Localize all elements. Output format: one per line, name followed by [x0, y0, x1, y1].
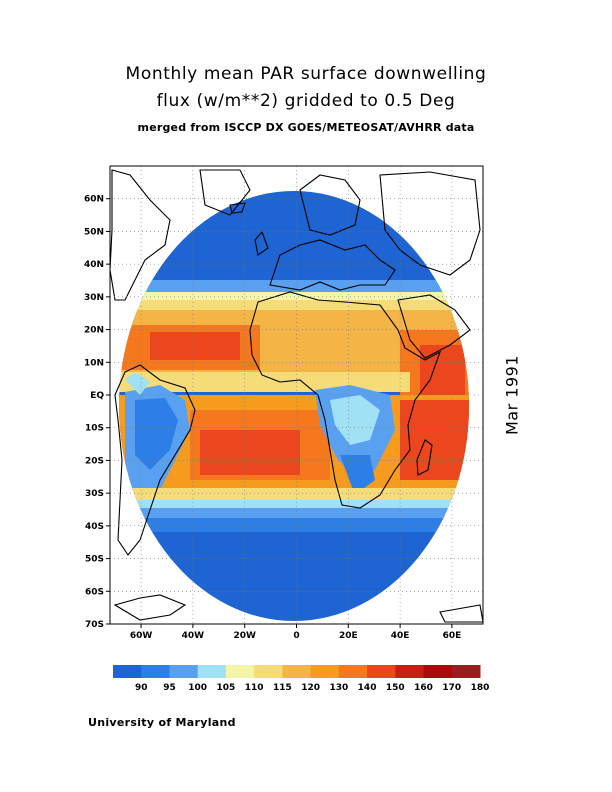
colorbar-label: 150 — [386, 683, 405, 693]
lat-tick-label: 10S — [85, 424, 104, 434]
par-flux-field — [119, 191, 469, 621]
lat-tick-label: 30S — [85, 489, 104, 499]
lat-tick-label: 20S — [85, 456, 104, 466]
lon-tick-label: 60W — [130, 631, 153, 641]
colorbar-label: 160 — [414, 683, 433, 693]
colorbar-swatch — [395, 665, 425, 678]
lat-tick-label: 40N — [84, 260, 104, 270]
latitude-ticks: 60N 50N 40N 30N 20N 10N EQ 10S 20S 30S 40S 50S 60S 70… — [84, 195, 110, 630]
colorbar-swatch — [197, 665, 227, 678]
colorbar-swatch — [169, 665, 199, 678]
lon-tick-label: 60E — [443, 631, 462, 641]
lat-tick-label: 70S — [85, 620, 104, 630]
colorbar-label: 105 — [217, 683, 236, 693]
lon-tick-label: 20W — [233, 631, 256, 641]
lon-tick-label: 0 — [293, 631, 299, 641]
colorbar-label: 170 — [442, 683, 461, 693]
colorbar-label: 110 — [245, 683, 264, 693]
colorbar-label: 90 — [135, 683, 148, 693]
colorbar-swatch — [423, 665, 453, 678]
chart-title: Monthly mean PAR surface downwelling — [125, 64, 487, 84]
lon-tick-label: 40E — [391, 631, 410, 641]
colorbar-swatch — [225, 665, 255, 678]
colorbar-swatch — [310, 665, 340, 678]
colorbar-label: 140 — [358, 683, 377, 693]
colorbar-swatch — [282, 665, 312, 678]
colorbar-swatch — [113, 665, 142, 678]
map-grid — [110, 166, 483, 625]
lon-tick-label: 20E — [339, 631, 358, 641]
colorbar-label: 180 — [471, 683, 490, 693]
lat-tick-label: 30N — [84, 293, 104, 303]
colorbar-label: 115 — [273, 683, 292, 693]
lon-tick-label: 40W — [182, 631, 205, 641]
credit-label: University of Maryland — [88, 716, 236, 729]
longitude-ticks: 60W 40W 20W 0 20E 40E 60E — [130, 624, 461, 641]
lat-tick-label: 60S — [85, 587, 104, 597]
lat-tick-label: 50N — [84, 227, 104, 237]
lat-tick-label: 60N — [84, 195, 104, 205]
colorbar-swatch — [338, 665, 368, 678]
colorbar-label: 100 — [188, 683, 207, 693]
lat-tick-label: EQ — [90, 391, 104, 401]
chart-source-note: merged from ISCCP DX GOES/METEOSAT/AVHRR… — [137, 121, 475, 134]
colorbar-label: 120 — [301, 683, 320, 693]
lat-tick-label: 20N — [84, 326, 104, 336]
colorbar-swatch — [367, 665, 396, 678]
colorbar-swatch — [141, 665, 170, 678]
lat-tick-label: 40S — [85, 522, 104, 532]
lat-tick-label: 10N — [84, 358, 104, 368]
colorbar-swatch — [451, 665, 481, 678]
chart-subtitle: flux (w/m**2) gridded to 0.5 Deg — [156, 91, 456, 111]
colorbar-label: 95 — [163, 683, 176, 693]
colorbar: 90 95 100 105 110 115 120 130 140 150 160 170 180 — [113, 665, 489, 693]
colorbar-swatch — [254, 665, 283, 678]
lat-tick-label: 50S — [85, 555, 104, 565]
colorbar-label: 130 — [329, 683, 348, 693]
